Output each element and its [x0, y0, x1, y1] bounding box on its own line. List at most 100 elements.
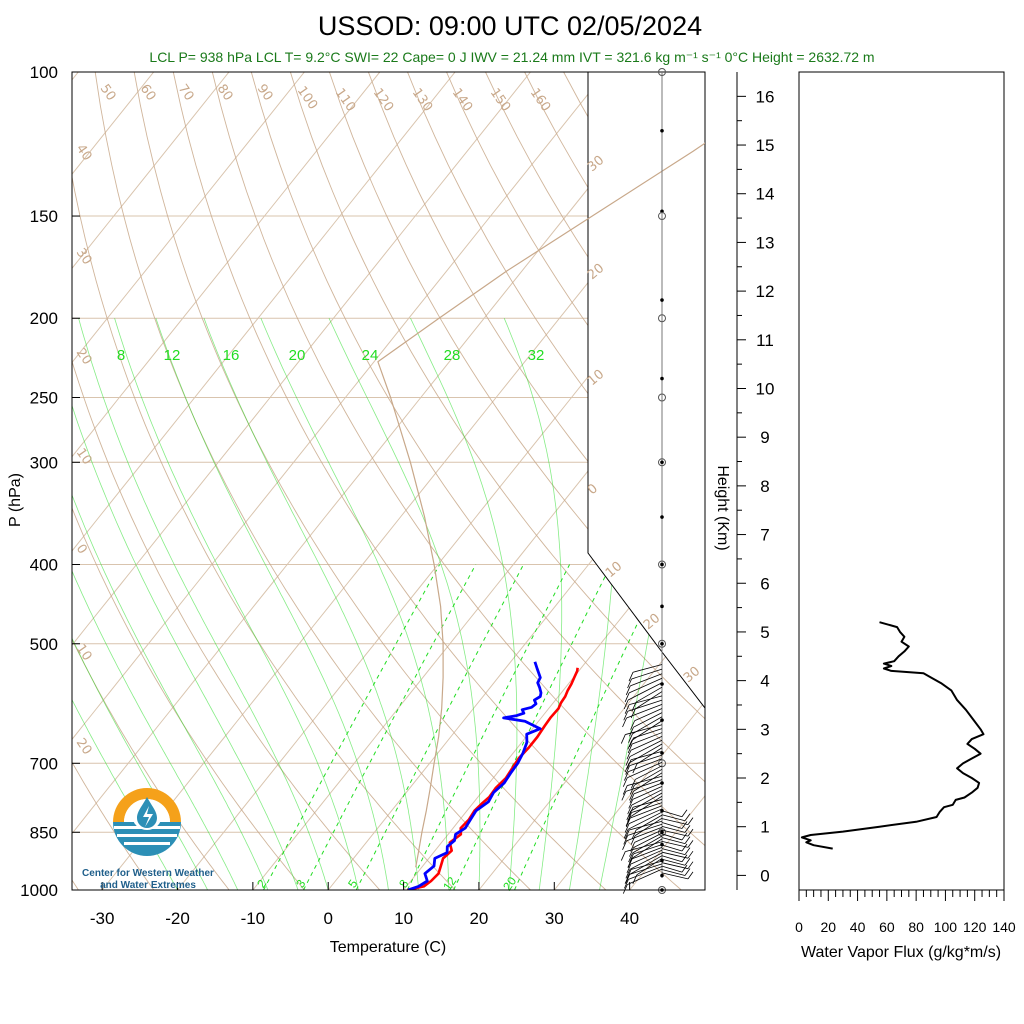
- temperature-tick-label: 30: [545, 909, 564, 928]
- wind-barb-staff: [627, 699, 663, 712]
- dry-adiabat-label: 90: [254, 82, 276, 104]
- wind-barb-staff: [631, 838, 663, 859]
- wind-barb-flag: [623, 711, 629, 721]
- wind-barb-staff: [629, 754, 663, 766]
- isotherm-line: [704, 889, 705, 890]
- dry-adiabat-line: [211, 72, 705, 847]
- wind-barb-staff: [630, 805, 663, 819]
- wind-dot: [660, 128, 664, 133]
- temperature-tick-label: 40: [620, 909, 639, 928]
- wind-barb-staff: [631, 668, 663, 680]
- height-tick-label: 7: [760, 526, 769, 545]
- wind-barb-flag: [628, 799, 634, 809]
- wind-barb-staff: [661, 818, 689, 826]
- wind-dot: [660, 298, 664, 302]
- mixing-ratio-line: [453, 564, 612, 890]
- wind-barb-flag: [629, 853, 634, 864]
- parcel-series-line: [377, 142, 705, 868]
- dry-adiabat-label: 40: [73, 142, 95, 164]
- isotherm-line: [72, 72, 682, 835]
- dry-adiabat-label: 60: [137, 82, 159, 104]
- wind-barb-flag: [629, 785, 635, 795]
- wind-barb-flag: [628, 672, 634, 682]
- wind-barb-staff: [628, 743, 663, 764]
- wind-barb-staff: [625, 841, 663, 852]
- wind-barb-staff: [629, 739, 663, 757]
- dry-adiabat-line: [72, 174, 456, 890]
- flux-tick-label: 60: [879, 919, 895, 935]
- wind-barb-flag: [622, 717, 627, 728]
- dry-adiabat-line: [94, 72, 532, 890]
- wind-calm-circle: [658, 314, 666, 323]
- skew-t-y-axis-label: P (hPa): [7, 473, 24, 527]
- moist-adiabat-line: [72, 404, 299, 890]
- isotherm-line: [0, 72, 3, 890]
- flux-tick-label: 20: [820, 919, 836, 935]
- wind-barb-staff: [633, 832, 663, 848]
- wind-dot: [660, 641, 664, 646]
- temperature-tick-label: 20: [469, 909, 488, 928]
- wind-dot: [660, 604, 664, 609]
- mixing-ratio-line: [263, 564, 441, 890]
- wind-barb-staff: [632, 786, 663, 800]
- wind-dot: [660, 873, 664, 878]
- wind-barb-flag: [620, 851, 626, 861]
- wind-barb-flag: [625, 685, 631, 696]
- wind-barb-flag: [625, 765, 631, 775]
- wind-barb-staff: [661, 851, 689, 859]
- isotherm-line: [629, 794, 705, 890]
- dry-adiabat-label: 0: [73, 542, 90, 557]
- wind-barb-staff: [627, 868, 663, 885]
- wind-barb-staff: [635, 686, 663, 703]
- wind-barb-flag: [625, 817, 631, 828]
- wind-barb-staff: [628, 808, 663, 824]
- height-tick-label: 15: [756, 136, 775, 155]
- dry-adiabat-label: 140: [449, 86, 476, 115]
- cw3e-logo: Center for Western Weather and Water Ext…: [82, 788, 214, 891]
- wind-barb-staff: [635, 765, 663, 780]
- dry-adiabat-line: [289, 72, 705, 720]
- dry-adiabat-line: [72, 761, 155, 890]
- wind-barb-staff: [631, 789, 663, 806]
- wind-barb-staff: [628, 866, 663, 880]
- wind-barb-flag: [630, 708, 636, 719]
- wind-barb-flag: [630, 835, 636, 845]
- height-tick-label: 9: [760, 428, 769, 447]
- skew-t-labels: 50 60 70 80 90 100 110 120 130 140 150 160403020100…: [73, 82, 704, 894]
- wind-barb-flag: [626, 869, 632, 879]
- height-axis-label: Height (Km): [714, 465, 731, 550]
- wind-barb-flag: [687, 840, 694, 848]
- moist-adiabat-line: [260, 318, 450, 890]
- wind-barb-staff: [629, 795, 663, 818]
- wind-barb-staff: [636, 858, 663, 876]
- wind-barb-flag: [684, 813, 691, 821]
- wind-barb-flag: [625, 869, 631, 879]
- temperature-tick-label: 0: [323, 909, 332, 928]
- dry-adiabat-label: 30: [73, 246, 95, 268]
- temperature-tick-label: -10: [241, 909, 266, 928]
- wind-barb-staff: [634, 708, 663, 722]
- wind-barb-staff: [625, 779, 663, 792]
- wind-barb-flag: [687, 861, 694, 869]
- wind-barb-flag: [625, 816, 631, 827]
- skew-t-series: [377, 142, 705, 890]
- dry-adiabat-label: 130: [409, 86, 436, 115]
- mixing-ratio-label: 32: [528, 347, 545, 364]
- dry-adiabat-line: [446, 72, 705, 474]
- moist-adiabat-line: [72, 493, 269, 890]
- wind-barb-staff: [661, 822, 683, 829]
- pressure-tick-label: 300: [30, 453, 58, 472]
- logo-emblem-icon: [113, 788, 181, 856]
- height-tick-label: 10: [756, 379, 775, 398]
- wind-barb-flag: [681, 854, 688, 862]
- wind-barb-flag: [624, 829, 630, 840]
- wind-calm-circle: [658, 393, 666, 402]
- wind-barb-flag: [626, 750, 632, 760]
- temperature-series-line: [407, 667, 579, 890]
- skew-t-mask: [587, 71, 706, 710]
- wind-barb-flag: [687, 871, 694, 880]
- chart-subtitle: LCL P= 938 hPa LCL T= 9.2°C SWI= 22 Cape…: [149, 49, 874, 65]
- isotherm-line: [72, 72, 531, 646]
- wind-barb-flag: [681, 809, 688, 817]
